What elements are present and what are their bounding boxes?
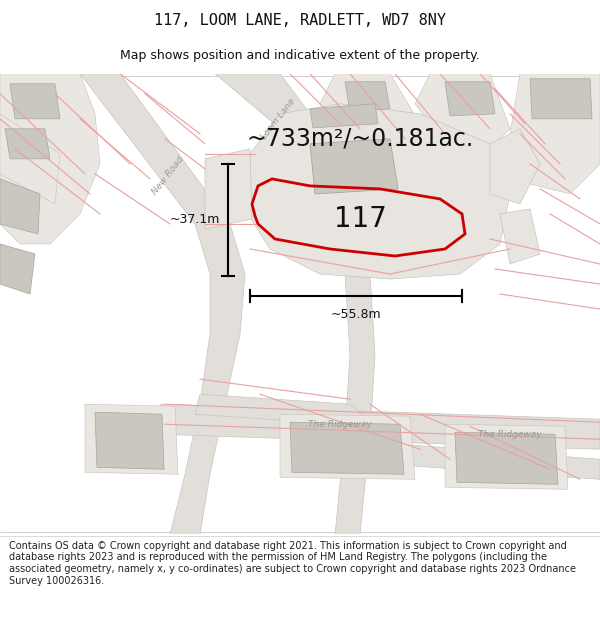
Polygon shape <box>95 412 164 469</box>
Polygon shape <box>490 129 540 204</box>
Polygon shape <box>455 432 558 484</box>
Polygon shape <box>10 84 60 119</box>
Text: Contains OS data © Crown copyright and database right 2021. This information is : Contains OS data © Crown copyright and d… <box>9 541 576 586</box>
Polygon shape <box>0 179 40 234</box>
Text: ~733m²/~0.181ac.: ~733m²/~0.181ac. <box>247 127 473 151</box>
Polygon shape <box>5 129 50 159</box>
Polygon shape <box>445 424 568 489</box>
Polygon shape <box>280 414 415 479</box>
Polygon shape <box>445 82 495 116</box>
Polygon shape <box>415 74 510 159</box>
Text: The Ridgeway: The Ridgeway <box>478 430 542 439</box>
Text: New Road: New Road <box>151 155 185 197</box>
Polygon shape <box>320 74 420 154</box>
Polygon shape <box>0 244 35 294</box>
Polygon shape <box>60 74 245 534</box>
Polygon shape <box>500 209 540 264</box>
Polygon shape <box>85 404 178 474</box>
Text: Map shows position and indicative extent of the property.: Map shows position and indicative extent… <box>120 49 480 62</box>
Text: The Ridgeway: The Ridgeway <box>308 420 372 429</box>
Polygon shape <box>160 404 600 449</box>
Polygon shape <box>310 104 378 128</box>
Polygon shape <box>530 79 592 119</box>
Polygon shape <box>215 74 375 534</box>
Polygon shape <box>205 149 252 229</box>
Polygon shape <box>0 74 100 244</box>
Text: 117: 117 <box>334 205 386 233</box>
Text: ~37.1m: ~37.1m <box>170 214 220 226</box>
Polygon shape <box>248 104 510 279</box>
Text: 117, LOOM LANE, RADLETT, WD7 8NY: 117, LOOM LANE, RADLETT, WD7 8NY <box>154 13 446 28</box>
Polygon shape <box>0 114 60 204</box>
Polygon shape <box>510 74 600 194</box>
Text: ~55.8m: ~55.8m <box>331 308 382 321</box>
Text: Loom Lane: Loom Lane <box>259 97 297 141</box>
Polygon shape <box>345 82 390 112</box>
Polygon shape <box>290 422 404 474</box>
Polygon shape <box>195 394 600 479</box>
Polygon shape <box>310 139 398 194</box>
